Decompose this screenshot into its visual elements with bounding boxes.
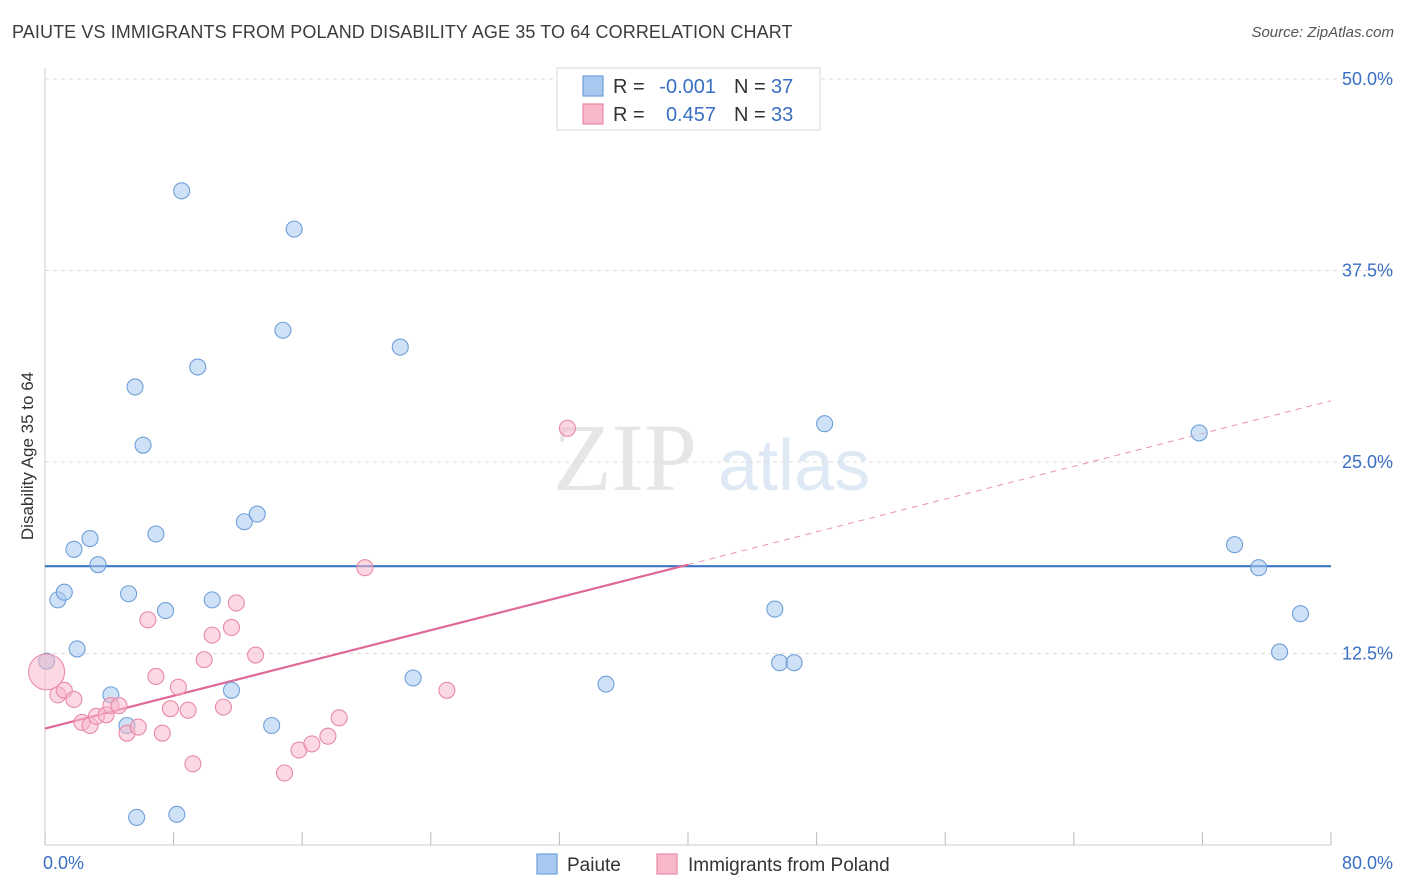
data-point (356, 559, 374, 577)
trend-extension-1 (687, 400, 1332, 566)
data-point (81, 530, 99, 548)
data-point (1190, 424, 1208, 442)
data-point (129, 718, 147, 736)
legend-swatch-paiute (536, 853, 558, 875)
data-point (203, 591, 221, 609)
data-point (89, 556, 107, 574)
stats-swatch-poland (582, 103, 604, 125)
data-point (247, 646, 265, 664)
data-point (275, 764, 294, 782)
y-tick-label: 50.0% (1342, 69, 1393, 89)
chart-title: PAIUTE VS IMMIGRANTS FROM POLAND DISABIL… (12, 22, 793, 42)
stats-r-label-poland: R = (613, 104, 645, 126)
data-point (68, 640, 86, 658)
data-point (173, 182, 191, 200)
data-point (195, 651, 213, 669)
stats-n-value-poland: 33 (771, 104, 793, 126)
x-axis-tick-labels: 0.0% 80.0% (43, 853, 1393, 873)
data-point (134, 436, 152, 454)
data-point (1226, 536, 1244, 554)
data-point (558, 419, 576, 437)
data-point (147, 667, 165, 686)
data-point (816, 415, 834, 433)
series-legend: Paiute Immigrants from Poland (536, 853, 890, 876)
data-point (1291, 605, 1310, 623)
data-point (222, 681, 241, 699)
y-tick-label: 12.5% (1342, 644, 1393, 664)
trend-line-1 (44, 563, 689, 730)
data-point (1250, 559, 1268, 577)
legend-label-paiute: Paiute (567, 855, 621, 876)
data-point (438, 681, 456, 699)
grid-lines (45, 78, 1394, 654)
data-point (55, 583, 73, 601)
data-point (128, 808, 146, 826)
poland-points (28, 419, 576, 782)
data-point (169, 678, 187, 696)
stats-r-value-paiute: -0.001 (659, 76, 716, 98)
y-axis-tick-labels: 12.5% 25.0% 37.5% 50.0% (1342, 69, 1393, 664)
data-point (248, 505, 266, 523)
stats-legend: R = -0.001 N = 37 R = 0.457 N = 33 (556, 67, 821, 131)
data-point (785, 654, 803, 672)
data-point (319, 727, 337, 745)
data-point (126, 378, 144, 396)
stats-swatch-paiute (582, 75, 604, 97)
x-tick-label: 0.0% (43, 853, 84, 873)
data-point (179, 701, 197, 719)
data-point (404, 669, 422, 687)
data-point (168, 805, 186, 823)
data-point (391, 338, 409, 356)
stats-n-value-paiute: 37 (771, 76, 793, 98)
watermark-atlas: atlas (718, 426, 870, 506)
data-point (65, 690, 83, 709)
stats-r-value-poland: 0.457 (666, 104, 716, 126)
paiute-points (38, 182, 1310, 826)
data-point (214, 698, 232, 716)
data-point (235, 513, 253, 531)
data-point (65, 540, 83, 558)
data-point (161, 700, 179, 718)
data-point (203, 626, 221, 644)
y-tick-label: 37.5% (1342, 261, 1393, 281)
data-point (120, 585, 138, 603)
data-point (28, 653, 66, 691)
stats-r-label-paiute: R = (613, 76, 645, 98)
data-point (189, 358, 207, 376)
watermark: ZIP atlas (553, 404, 870, 511)
legend-label-poland: Immigrants from Poland (688, 855, 890, 876)
chart-source: Source: ZipAtlas.com (1251, 24, 1394, 41)
stats-n-label-paiute: N = (734, 76, 766, 98)
data-point (771, 654, 789, 672)
data-point (227, 594, 245, 612)
data-point (766, 600, 784, 618)
data-point (110, 697, 128, 715)
x-tick-label: 80.0% (1342, 853, 1393, 873)
data-point (274, 321, 292, 339)
data-point (330, 709, 348, 727)
data-point (157, 602, 175, 620)
data-point (303, 735, 321, 753)
data-point (147, 525, 165, 543)
data-point (153, 724, 171, 742)
data-point (184, 755, 202, 773)
y-tick-label: 25.0% (1342, 452, 1393, 472)
x-axis-ticks (44, 832, 1332, 845)
legend-swatch-poland (656, 853, 678, 875)
data-point (222, 618, 241, 637)
data-point (285, 220, 303, 238)
data-point (139, 611, 157, 629)
data-point (597, 675, 615, 693)
trend-lines (44, 400, 1332, 730)
data-point (263, 716, 281, 735)
watermark-zip: ZIP (553, 404, 697, 511)
stats-n-label-poland: N = (734, 104, 766, 126)
data-point (1271, 643, 1289, 661)
